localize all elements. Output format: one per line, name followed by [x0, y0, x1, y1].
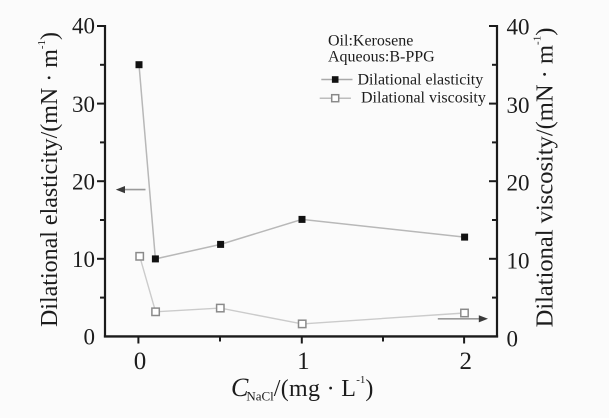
svg-text:0: 0: [507, 327, 519, 352]
svg-text:0: 0: [84, 325, 96, 350]
svg-text:Dilational elasticity: Dilational elasticity: [358, 72, 484, 89]
svg-text:30: 30: [72, 92, 95, 117]
svg-text:10: 10: [72, 247, 95, 272]
svg-text:20: 20: [507, 171, 530, 196]
svg-text:1: 1: [297, 348, 310, 375]
svg-text:CNaCl/(mg · L-1): CNaCl/(mg · L-1): [231, 373, 373, 404]
svg-text:Dilational viscosity: Dilational viscosity: [361, 90, 486, 107]
svg-text:0: 0: [134, 348, 147, 375]
svg-text:30: 30: [507, 93, 530, 118]
svg-text:Oil:Kerosene: Oil:Kerosene: [328, 33, 413, 50]
svg-text:Dilational viscosity/(mN · m-1: Dilational viscosity/(mN · m-1): [532, 28, 559, 328]
svg-text:10: 10: [507, 249, 530, 274]
svg-text:40: 40: [72, 14, 95, 39]
svg-text:Dilational elasticity/(mN · m-: Dilational elasticity/(mN · m-1): [36, 32, 63, 327]
svg-text:Aqueous:B-PPG: Aqueous:B-PPG: [328, 49, 435, 66]
svg-text:20: 20: [72, 170, 95, 195]
svg-text:40: 40: [507, 15, 530, 40]
svg-text:2: 2: [459, 348, 472, 375]
